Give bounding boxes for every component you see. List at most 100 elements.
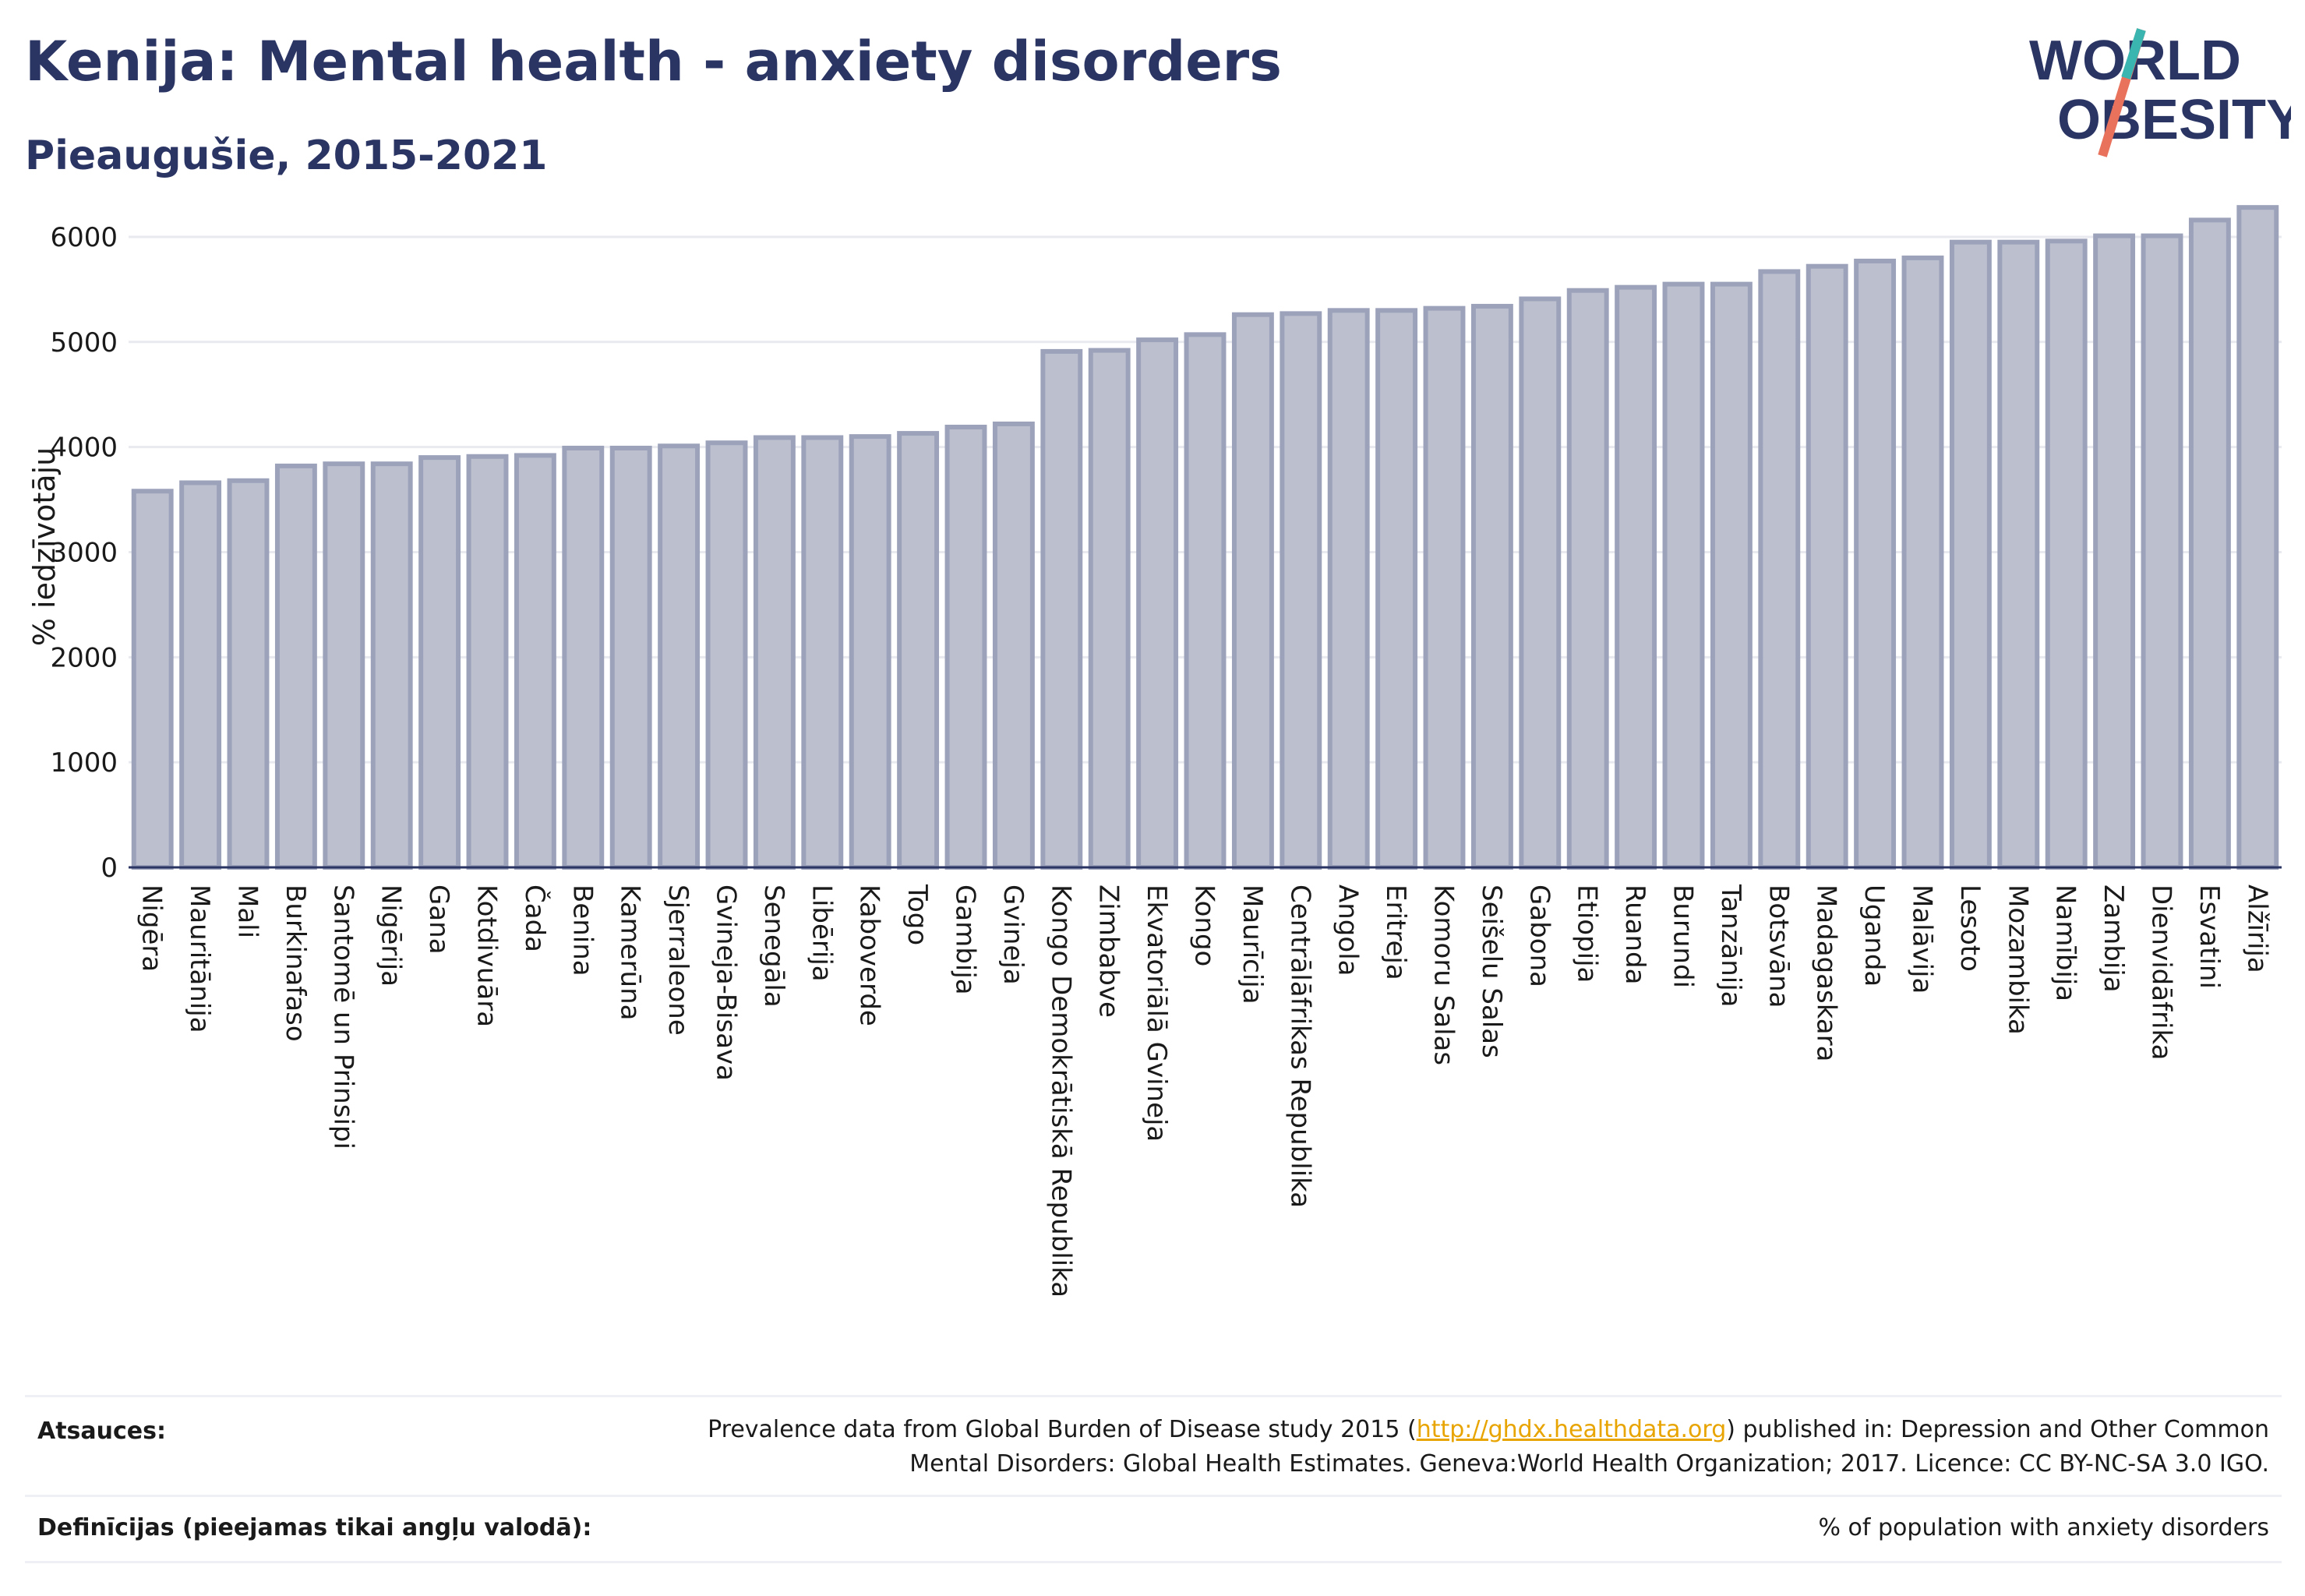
bar xyxy=(323,461,365,870)
bar xyxy=(849,434,891,870)
sources-text-2: Mental Disorders: Global Health Estimate… xyxy=(909,1450,2269,1478)
bar xyxy=(1231,312,1274,870)
bar xyxy=(2188,217,2231,870)
bar xyxy=(274,463,317,870)
y-tick-label: 2000 xyxy=(50,642,118,673)
x-tick-label: Centrālāfrikas Republika xyxy=(1284,885,1315,1208)
x-tick-label: Santomē un Prinsipi xyxy=(327,885,358,1149)
x-tick-label: Kongo xyxy=(1189,885,1220,966)
x-tick-label: Ruanda xyxy=(1619,885,1650,984)
x-tick-label: Nigērija xyxy=(376,885,407,987)
x-tick-label: Etiopija xyxy=(1572,885,1603,983)
bar xyxy=(418,455,461,870)
bar xyxy=(1088,348,1131,870)
x-tick-label: Čada xyxy=(519,885,551,952)
definitions-text: % of population with anxiety disorders xyxy=(1818,1514,2269,1541)
x-tick-label: Ekvatoriālā Gvineja xyxy=(1141,885,1172,1142)
x-tick-label: Esvatini xyxy=(2194,885,2225,989)
x-tick-label: Kamerūna xyxy=(615,885,646,1020)
x-tick-label: Madagaskara xyxy=(1811,885,1842,1061)
x-tick-label: Mozambika xyxy=(2002,885,2033,1035)
bar xyxy=(1997,239,2040,870)
sources-text-1a: Prevalence data from Global Burden of Di… xyxy=(708,1416,1417,1443)
bar xyxy=(1136,337,1179,870)
bar xyxy=(1615,284,1657,870)
x-tick-label: Nigēra xyxy=(136,885,168,972)
bar-chart: 0 1000 2000 3000 4000 5000 6000 % iedzīvotāju Ni… xyxy=(27,205,2282,1298)
x-tick-label: Tanzānija xyxy=(1715,884,1746,1007)
sources-text-1b: ) published in: Depression and Other Com… xyxy=(1726,1416,2269,1443)
bar xyxy=(1806,263,1848,870)
bar xyxy=(514,453,556,870)
bar xyxy=(944,425,987,870)
bar xyxy=(179,480,222,870)
bar xyxy=(1327,308,1370,870)
x-tick-label: Botsvāna xyxy=(1763,885,1794,1008)
bar xyxy=(466,454,509,870)
y-tick-label: 1000 xyxy=(50,747,118,779)
world-obesity-logo: WORLD OBESITY xyxy=(2029,28,2291,157)
footer-definitions: Definīcijas (pieejamas tikai angļu valod… xyxy=(25,1495,2282,1563)
bar xyxy=(2141,233,2183,870)
x-tick-label: Sjerraleone xyxy=(662,885,694,1036)
x-tick-label: Maurīcija xyxy=(1237,885,1268,1005)
x-tick-label: Kotdivuāra xyxy=(471,885,503,1027)
x-tick-label: Uganda xyxy=(1858,885,1890,987)
x-tick-label: Alžīrija xyxy=(2241,885,2272,973)
x-tick-label: Zimbabve xyxy=(1093,885,1124,1018)
x-tick-label: Togo xyxy=(902,884,933,945)
x-tick-label: Kaboverde xyxy=(854,885,885,1026)
definitions-label: Definīcijas (pieejamas tikai angļu valod… xyxy=(37,1514,592,1541)
bar xyxy=(753,435,796,870)
logo-slash-top-icon xyxy=(2121,28,2146,79)
chart-title: Kenija: Mental health - anxiety disorder… xyxy=(25,30,1282,94)
x-tick-label: Mauritānija xyxy=(184,885,215,1033)
bar xyxy=(1566,288,1609,870)
bar xyxy=(370,461,413,870)
y-tick-label: 5000 xyxy=(50,327,118,358)
x-tick-label: Gabona xyxy=(1523,885,1555,987)
x-tick-label: Angola xyxy=(1333,885,1364,976)
x-tick-label: Eritreja xyxy=(1380,885,1411,980)
bar xyxy=(131,489,174,870)
sources-link[interactable]: http://ghdx.healthdata.org xyxy=(1416,1416,1727,1443)
bar xyxy=(1519,296,1562,870)
x-tick-label: Lesoto xyxy=(1954,885,1986,972)
y-tick-label: 3000 xyxy=(50,537,118,568)
y-axis-label: % iedzīvotāju xyxy=(27,447,62,646)
x-tick-label: Senegāla xyxy=(758,885,789,1008)
logo-line2: OBESITY xyxy=(2057,89,2291,151)
sources-label-text: Atsauces: xyxy=(37,1418,166,1445)
bar xyxy=(1040,348,1083,870)
x-tick-label: Komoru Salas xyxy=(1428,885,1460,1065)
bar xyxy=(1662,281,1705,870)
bar xyxy=(1758,269,1801,870)
bar xyxy=(562,445,605,870)
x-tick-label: Seišelu Salas xyxy=(1476,885,1507,1058)
x-tick-label: Burundi xyxy=(1668,885,1699,988)
bar xyxy=(1854,258,1897,870)
bar xyxy=(658,443,701,870)
x-tick-label: Gvineja xyxy=(997,885,1029,985)
bar xyxy=(1949,239,1992,870)
y-tick-label: 0 xyxy=(101,853,118,884)
x-tick-label: Benina xyxy=(567,885,598,976)
bar xyxy=(1901,255,1944,870)
bar xyxy=(705,440,748,870)
x-tick-label: Gvineja-Bisava xyxy=(711,885,742,1081)
x-tick-label: Namībija xyxy=(2050,885,2081,1001)
bar xyxy=(897,431,940,870)
x-tick-label: Gana xyxy=(423,885,454,955)
bar xyxy=(1423,305,1466,870)
bar xyxy=(1280,311,1322,870)
bar xyxy=(609,445,652,870)
sources-text: Prevalence data from Global Burden of Di… xyxy=(708,1413,2269,1481)
y-tick-label: 6000 xyxy=(50,222,118,253)
y-tick-label: 4000 xyxy=(50,433,118,464)
x-tick-label: Gambija xyxy=(950,885,981,995)
bar xyxy=(1184,332,1227,870)
x-tick-label: Mali xyxy=(232,885,263,938)
bar xyxy=(1710,281,1753,870)
x-tick-label: Dienvidāfrika xyxy=(2146,885,2177,1060)
bar xyxy=(2236,205,2279,870)
